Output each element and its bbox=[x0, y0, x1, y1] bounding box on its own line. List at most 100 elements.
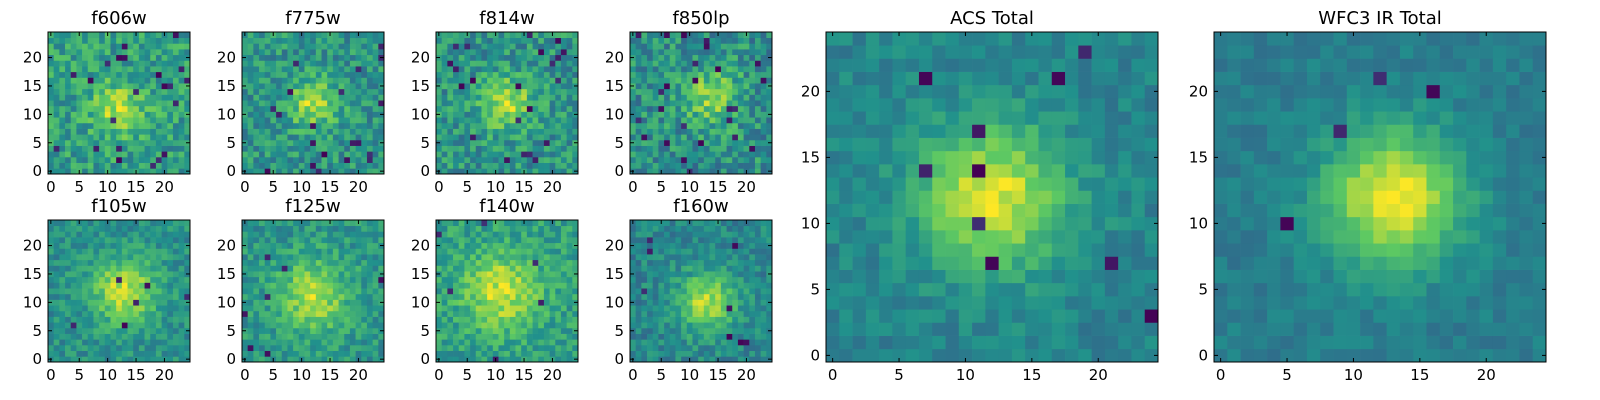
heatmap-cell bbox=[720, 100, 727, 107]
heatmap-cell bbox=[82, 237, 89, 244]
heatmap-cell bbox=[366, 344, 373, 351]
heatmap-cell bbox=[658, 162, 665, 169]
heatmap-cell bbox=[270, 117, 277, 124]
heatmap-cell bbox=[281, 259, 288, 266]
heatmap-cell bbox=[110, 344, 117, 351]
heatmap-cell bbox=[555, 151, 562, 158]
heatmap-cell bbox=[498, 333, 505, 340]
heatmap-cell bbox=[116, 305, 123, 312]
heatmap-cell bbox=[104, 37, 111, 44]
heatmap-cell bbox=[281, 162, 288, 169]
heatmap-cell bbox=[338, 271, 345, 278]
heatmap-cell bbox=[647, 100, 654, 107]
heatmap-cell bbox=[161, 299, 168, 306]
heatmap-cell bbox=[481, 105, 488, 112]
heatmap-cell bbox=[458, 54, 465, 61]
heatmap-cell bbox=[172, 288, 179, 295]
heatmap-cell bbox=[349, 356, 356, 363]
heatmap-cell bbox=[344, 60, 351, 67]
heatmap-cell bbox=[270, 254, 277, 261]
heatmap-cell bbox=[555, 145, 562, 152]
heatmap-cell bbox=[242, 310, 249, 317]
heatmap-cell bbox=[538, 94, 545, 101]
heatmap-cell bbox=[504, 282, 511, 289]
heatmap-cell bbox=[726, 117, 733, 124]
heatmap-cell bbox=[447, 248, 454, 255]
heatmap-cell bbox=[87, 94, 94, 101]
heatmap-cell bbox=[475, 288, 482, 295]
heatmap-cell bbox=[515, 282, 522, 289]
heatmap-cell bbox=[121, 265, 128, 272]
heatmap-cell bbox=[675, 322, 682, 329]
heatmap-cell bbox=[287, 43, 294, 50]
heatmap-cell bbox=[521, 94, 528, 101]
heatmap-cell bbox=[492, 293, 499, 300]
heatmap-cell bbox=[93, 220, 100, 227]
y-tick-label: 0 bbox=[226, 350, 236, 368]
heatmap-cell bbox=[310, 254, 317, 261]
heatmap-cell bbox=[572, 49, 579, 56]
heatmap-cell bbox=[532, 225, 539, 232]
heatmap-cell bbox=[526, 54, 533, 61]
heatmap-cell bbox=[652, 344, 659, 351]
heatmap-cell bbox=[441, 248, 448, 255]
heatmap-cell bbox=[464, 37, 471, 44]
heatmap-cell bbox=[458, 111, 465, 118]
heatmap-cell bbox=[332, 134, 339, 141]
heatmap-cell bbox=[247, 162, 254, 169]
heatmap-cell bbox=[82, 60, 89, 67]
heatmap-cell bbox=[652, 77, 659, 84]
heatmap-cell bbox=[572, 305, 579, 312]
heatmap-cell bbox=[703, 310, 710, 317]
heatmap-cell bbox=[287, 66, 294, 73]
heatmap-cell bbox=[703, 288, 710, 295]
heatmap-cell bbox=[321, 111, 328, 118]
heatmap-cell bbox=[572, 151, 579, 158]
heatmap-cell bbox=[543, 271, 550, 278]
heatmap-cell bbox=[566, 276, 573, 283]
heatmap-cell bbox=[464, 293, 471, 300]
heatmap-cell bbox=[560, 37, 567, 44]
heatmap-cell bbox=[743, 293, 750, 300]
heatmap-cell bbox=[754, 105, 761, 112]
heatmap-cell bbox=[481, 231, 488, 238]
heatmap-cell bbox=[344, 344, 351, 351]
heatmap-cell bbox=[366, 288, 373, 295]
heatmap-cell bbox=[87, 220, 94, 227]
heatmap-cell bbox=[127, 117, 134, 124]
heatmap-cell bbox=[378, 231, 385, 238]
heatmap-cell bbox=[681, 111, 688, 118]
heatmap-cell bbox=[298, 122, 305, 129]
x-tick-label: 0 bbox=[434, 366, 444, 384]
heatmap-cell bbox=[549, 310, 556, 317]
x-tick-label: 0 bbox=[434, 178, 444, 196]
heatmap-cell bbox=[293, 139, 300, 146]
heatmap-cell bbox=[155, 220, 162, 227]
heatmap-cell bbox=[332, 322, 339, 329]
heatmap-cell bbox=[652, 88, 659, 95]
heatmap-cell bbox=[366, 327, 373, 334]
heatmap-cell bbox=[681, 288, 688, 295]
heatmap-cell bbox=[242, 122, 249, 129]
heatmap-cell bbox=[59, 356, 66, 363]
heatmap-cell bbox=[349, 66, 356, 73]
heatmap-cell bbox=[526, 316, 533, 323]
heatmap-cell bbox=[361, 242, 368, 249]
heatmap-cell bbox=[150, 242, 157, 249]
heatmap-cell bbox=[121, 66, 128, 73]
heatmap-cell bbox=[150, 71, 157, 78]
heatmap-cell bbox=[555, 134, 562, 141]
heatmap-cell bbox=[681, 344, 688, 351]
heatmap-cell bbox=[647, 333, 654, 340]
heatmap-cell bbox=[487, 220, 494, 227]
heatmap-cell bbox=[669, 49, 676, 56]
heatmap-cell bbox=[555, 310, 562, 317]
y-tick-label: 15 bbox=[23, 265, 42, 283]
heatmap-cell bbox=[492, 339, 499, 346]
heatmap-cell bbox=[481, 71, 488, 78]
heatmap-cell bbox=[675, 122, 682, 129]
heatmap-cell bbox=[538, 242, 545, 249]
heatmap-cell bbox=[76, 265, 83, 272]
heatmap-cell bbox=[82, 225, 89, 232]
heatmap-cell bbox=[498, 122, 505, 129]
